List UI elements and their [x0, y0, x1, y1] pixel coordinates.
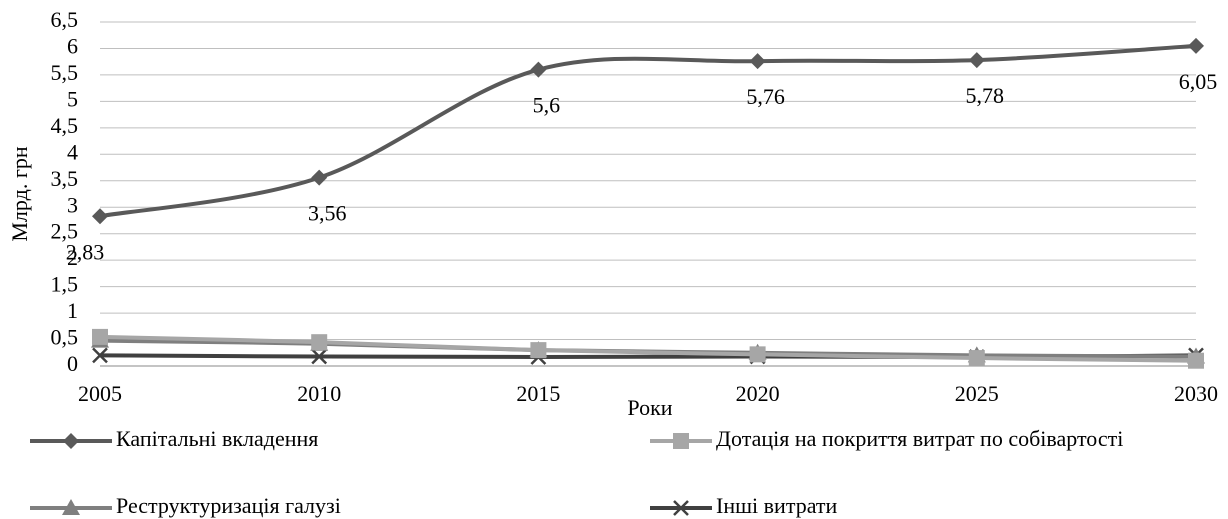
data-point: [311, 334, 328, 351]
data-point: [311, 348, 328, 365]
data-label: 5,78: [966, 83, 1005, 108]
data-point: [92, 347, 108, 364]
legend-label: Реструктуризація галузі: [116, 493, 341, 518]
data-label: 6,05: [1179, 69, 1218, 94]
y-tick-label: 2: [67, 245, 78, 270]
data-point: [92, 208, 108, 225]
data-point: [968, 350, 985, 367]
y-tick-label: 1: [67, 298, 78, 323]
x-tick-label: 2030: [1174, 381, 1218, 406]
legend-marker: [673, 433, 689, 449]
data-point: [1188, 37, 1204, 54]
x-tick-label: 2010: [297, 381, 341, 406]
legend-label: Інші витрати: [716, 493, 838, 518]
data-label: 5,76: [746, 84, 785, 109]
x-axis-label: Роки: [627, 395, 672, 420]
y-tick-label: 3,5: [51, 166, 79, 191]
y-tick-label: 0,5: [51, 325, 79, 350]
data-point: [92, 328, 108, 345]
y-axis-label: Млрд. грн: [7, 146, 32, 241]
y-tick-label: 4,5: [51, 113, 79, 138]
data-point: [530, 61, 547, 78]
data-point: [968, 52, 985, 69]
data-point: [311, 169, 328, 186]
x-tick-label: 2025: [955, 381, 999, 406]
series-line: [99, 334, 1197, 363]
x-tick-label: 2005: [78, 381, 122, 406]
legend-marker: [673, 500, 689, 516]
data-label: 2,83: [66, 239, 105, 264]
y-tick-label: 5,5: [51, 60, 79, 85]
y-tick-label: 3: [67, 192, 78, 217]
y-tick-label: 0: [67, 351, 78, 376]
y-tick-label: 1,5: [51, 272, 79, 297]
legend-label: Капітальні вкладення: [116, 426, 318, 451]
data-label: 3,56: [308, 201, 347, 226]
data-label: 5,6: [533, 93, 561, 118]
x-tick-label: 2015: [516, 381, 560, 406]
x-tick-label: 2020: [736, 381, 780, 406]
data-point: [749, 53, 766, 70]
y-tick-label: 4: [67, 139, 78, 164]
data-point: [749, 346, 766, 363]
legend-label: Дотація на покриття витрат по собівартос…: [716, 426, 1123, 451]
data-point: [1188, 352, 1204, 369]
y-tick-label: 6,5: [51, 7, 79, 32]
legend-marker: [62, 499, 80, 515]
y-tick-label: 6: [67, 34, 78, 59]
data-point: [530, 342, 547, 359]
y-tick-label: 5: [67, 86, 78, 111]
series-line: [99, 43, 1197, 219]
legend-marker: [63, 433, 79, 449]
y-tick-label: 2,5: [51, 219, 79, 244]
